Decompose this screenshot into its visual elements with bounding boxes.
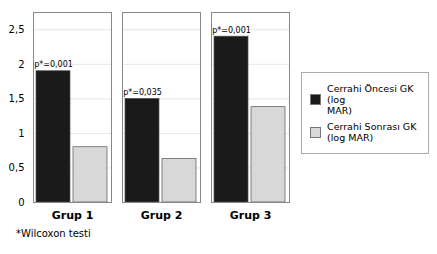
- html-text:Cerrahi Öncesi GK (log MAR): Cerrahi Öncesi GK (log MAR): [327, 82, 414, 117]
- svg-text:0,5: 0,5: [9, 162, 25, 173]
- svg-text:Grup 2: Grup 2: [141, 209, 183, 222]
- svg-text:p*=0,001: p*=0,001: [34, 60, 73, 69]
- svg-text:p*=0,035: p*=0,035: [123, 88, 162, 97]
- svg-text:0: 0: [18, 197, 24, 208]
- svg-text:Grup 3: Grup 3: [230, 209, 272, 222]
- html-text:*Wilcoxon testi: *Wilcoxon testi: [16, 228, 91, 239]
- svg-text:2,5: 2,5: [9, 24, 25, 35]
- svg-text:1: 1: [18, 128, 24, 139]
- html-text:Cerrahi Sonrası GK (log MAR): Cerrahi Sonrası GK (log MAR): [327, 120, 417, 144]
- svg-text:2: 2: [18, 59, 24, 70]
- svg-text:1,5: 1,5: [9, 93, 25, 104]
- svg-text:p*=0,001: p*=0,001: [212, 26, 251, 35]
- svg-text:Grup 1: Grup 1: [52, 209, 94, 222]
